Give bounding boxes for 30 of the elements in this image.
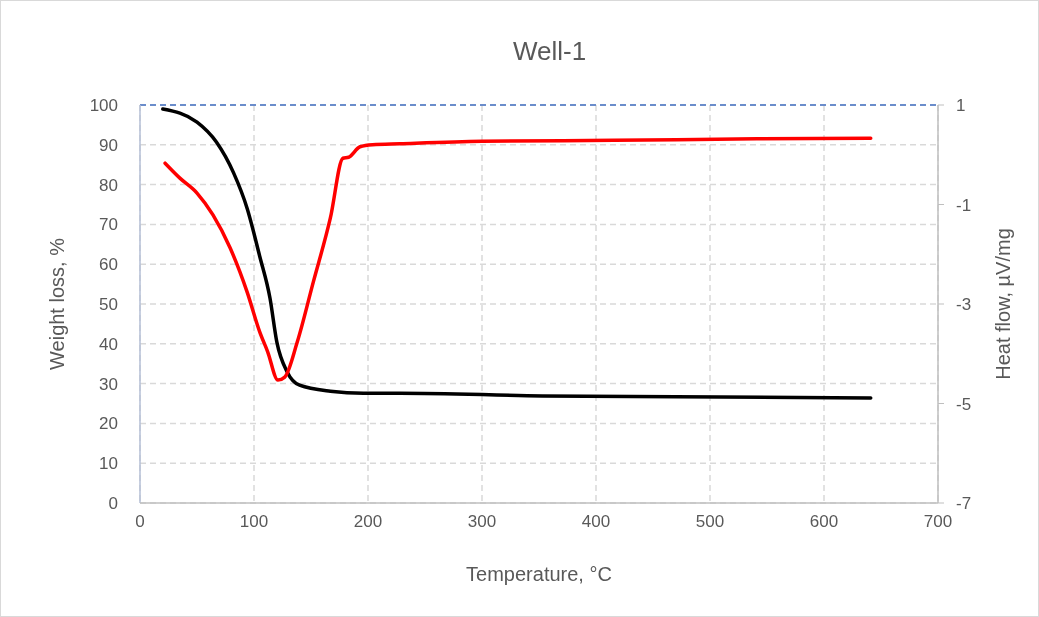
x-tick-label: 600 [809,512,839,531]
y-tick-label: 90 [99,135,118,155]
y-axis-title: Weight loss, % [46,237,68,370]
y2-tick-label: -7 [956,494,972,513]
x-tick-label: 0 [135,512,145,531]
y-tick-label: 100 [89,96,118,115]
y2-tick-label: -3 [956,295,972,314]
y-tick-label: 40 [99,334,118,354]
line-series [163,136,873,382]
y-tick-label: 20 [99,414,118,434]
chart-title: Well-1 [512,36,587,66]
y-tick-label: 60 [99,255,118,275]
y2-tick-label: -5 [956,394,972,414]
y-tick-label: 70 [99,215,118,235]
x-tick-label: 200 [353,512,383,531]
y-tick-label: 80 [99,175,118,195]
x-tick-label: 500 [695,512,725,531]
y2-tick-label: 1 [956,96,966,115]
y2-tick-label: -1 [956,195,972,215]
y-tick-label: 0 [108,494,118,513]
y2-axis-title: Heat flow, µV/mg [992,228,1014,380]
y-tick-label: 30 [99,374,118,394]
x-tick-label: 700 [923,512,953,531]
x-tick-label: 300 [467,512,497,531]
y-tick-label: 50 [99,295,118,314]
x-tick-label: 400 [581,512,611,531]
x-axis-title: Temperature, °C [466,563,612,585]
x-tick-label: 100 [239,512,269,531]
line-series [161,107,873,400]
y-tick-label: 10 [99,454,118,474]
